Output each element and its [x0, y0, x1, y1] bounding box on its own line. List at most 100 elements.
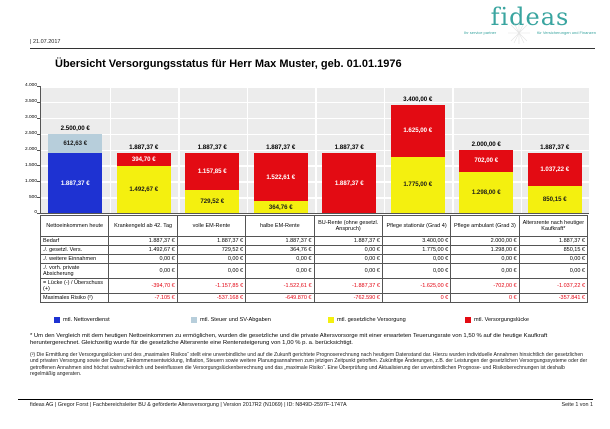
table-cell: -1.157,85 €: [176, 278, 247, 294]
y-axis-tick: [37, 181, 41, 183]
table-cell: 0,00 €: [450, 254, 520, 264]
row-label: Bedarf: [39, 236, 110, 246]
table-cell: 1.492,67 €: [108, 245, 178, 255]
bar-segment: 1.522,61 €: [253, 153, 308, 202]
bar-segment: 394,70 €: [116, 153, 171, 166]
category-gridline: [315, 86, 317, 213]
y-axis-label: 3.500: [24, 99, 37, 105]
footer-divider: [18, 399, 593, 400]
column-header: volle EM-Rente: [176, 215, 247, 237]
table-cell: 0 €: [450, 293, 520, 303]
segment-value-label: 850,15 €: [542, 196, 567, 203]
bar-segment: 612,63 €: [48, 133, 103, 154]
table-row-gap: = Lücke (-) / Überschuss (+) -394,70 € -…: [39, 278, 589, 294]
status-table: Nettoeinkommen heute Krankengeld ab 42. …: [39, 215, 589, 303]
bar-total-label: 1.887,37 €: [334, 144, 364, 152]
table-row: ./. gesetzl. Vers. 1.492,67 € 729,52 € 3…: [39, 245, 589, 255]
segment-value-label: 364,76 €: [268, 203, 293, 211]
footer-info: fideas AG | Gregor Forst | Fachbereichsl…: [30, 402, 347, 408]
segment-value-label: 1.887,37 €: [334, 179, 364, 187]
legend-item-gesetzliche-versorgung: mtl. gesetzliche Versorgung: [314, 317, 451, 323]
fideas-logo: fideas Ihr service partner für Versicher…: [464, 3, 596, 44]
category-gridline: [246, 86, 248, 213]
table-cell: -1.887,37 €: [313, 278, 383, 294]
table-cell: 0,00 €: [518, 254, 589, 264]
bar-segment: 1.037,22 €: [527, 153, 582, 187]
segment-value-label: 1.625,00 €: [403, 127, 433, 135]
segment-value-label: 1.492,67 €: [129, 185, 159, 193]
segment-value-label: 1.298,00 €: [471, 188, 501, 196]
table-row: Bedarf 1.887,37 € 1.887,37 € 1.887,37 € …: [39, 236, 589, 246]
column-header: BU-Rente (ohne gesetzl. Anspruch): [313, 215, 383, 237]
category-gridline: [178, 86, 180, 213]
column-header: halbe EM-Rente: [245, 215, 315, 237]
table-cell: 1.887,37 €: [176, 236, 247, 246]
table-row: ./. vorh. private Absicherung 0,00 € 0,0…: [39, 263, 589, 279]
table-cell: -702,00 €: [450, 278, 520, 294]
y-axis-label: 500: [28, 194, 37, 200]
page-number: Seite 1 von 1: [561, 402, 593, 408]
table-cell: 0 €: [381, 293, 452, 303]
report-date: | 21.07.2017: [30, 39, 61, 45]
plot-area: 4.000 3.500 3.000 2.500 2.000 1.500 1.000 500 0 1…: [25, 83, 589, 215]
logo-wordmark: fideas: [490, 3, 570, 31]
chart-legend: mtl. Nettoverdienst mtl. Steuer und SV-A…: [40, 317, 588, 323]
y-axis-tick: [37, 86, 41, 87]
row-label: ./. vorh. private Absicherung: [39, 263, 110, 279]
bar-total-label: 1.887,37 €: [266, 144, 296, 152]
table-cell: 0,00 €: [176, 263, 247, 279]
y-axis-tick: [37, 117, 41, 119]
bar-total-label: 2.500,00 €: [60, 124, 90, 132]
bar-segment: 1.492,67 €: [116, 165, 171, 213]
legend-label: mtl. Steuer und SV-Abgaben: [200, 317, 271, 323]
bar-total-label: 1.887,37 €: [129, 144, 159, 152]
table-cell: 1.887,37 €: [518, 236, 589, 246]
y-axis-tick: [37, 197, 41, 199]
legend-item-versorgungsluecke: mtl. Versorgungslücke: [451, 317, 588, 323]
bar-total-label: 2.000,00 €: [471, 140, 501, 148]
table-cell: 0,00 €: [108, 254, 178, 264]
logo-tagline-left: Ihr service partner: [464, 30, 497, 35]
segment-value-label: 1.775,00 €: [403, 181, 433, 189]
table-cell: 0,00 €: [313, 245, 383, 255]
bar-segment: 702,00 €: [459, 149, 514, 172]
table-cell: 0,00 €: [313, 263, 383, 279]
y-axis-label: 4.000: [24, 83, 37, 89]
legend-label: mtl. gesetzliche Versorgung: [337, 317, 406, 323]
table-cell: -1.037,22 €: [518, 278, 589, 294]
segment-value-label: 612,63 €: [63, 139, 88, 147]
row-label: = Lücke (-) / Überschuss (+): [39, 278, 110, 294]
segment-value-label: 729,52 €: [200, 197, 225, 205]
table-cell: 3.400,00 €: [381, 236, 452, 246]
legend-label: mtl. Versorgungslücke: [474, 317, 530, 323]
page-title: Übersicht Versorgungsstatus für Herr Max…: [55, 58, 402, 70]
y-axis-label: 3.000: [24, 115, 37, 121]
bar-segment: 1.887,37 €: [322, 153, 377, 213]
table-cell: -537.168 €: [176, 293, 247, 303]
row-label: Maximales Risiko (²): [39, 293, 110, 303]
table-cell: 0,00 €: [381, 254, 452, 264]
bar-segment: 1.157,85 €: [185, 153, 240, 190]
table-cell: 0,00 €: [176, 254, 247, 264]
legend-label: mtl. Nettoverdienst: [63, 317, 110, 323]
bar-total-label: 3.400,00 €: [403, 96, 433, 104]
bar-segment: 850,15 €: [527, 186, 582, 213]
bar-total-label: 1.887,37 €: [540, 144, 570, 152]
column-header: Altersrente nach heutiger Kaufkraft*: [518, 215, 589, 237]
table-cell: 0,00 €: [381, 263, 452, 279]
table-cell: 0,00 €: [108, 263, 178, 279]
legend-item-nettoverdienst: mtl. Nettoverdienst: [40, 317, 177, 323]
footnote-risiko: (²) Die Ermittlung der Versorgungslücken…: [30, 352, 588, 378]
segment-value-label: 702,00 €: [474, 157, 499, 165]
y-axis-tick: [37, 165, 41, 167]
table-cell: 364,76 €: [245, 245, 315, 255]
y-axis-tick: [37, 101, 41, 103]
table-cell: -357.841 €: [518, 293, 589, 303]
legend-swatch-yellow: [328, 317, 334, 323]
table-cell: 1.887,37 €: [245, 236, 315, 246]
segment-value-label: 1.037,22 €: [540, 166, 570, 174]
table-cell: -1.522,61 €: [245, 278, 315, 294]
legend-swatch-red: [465, 317, 471, 323]
table-cell: 2.000,00 €: [450, 236, 520, 246]
table-header-row: Nettoeinkommen heute Krankengeld ab 42. …: [39, 215, 589, 237]
